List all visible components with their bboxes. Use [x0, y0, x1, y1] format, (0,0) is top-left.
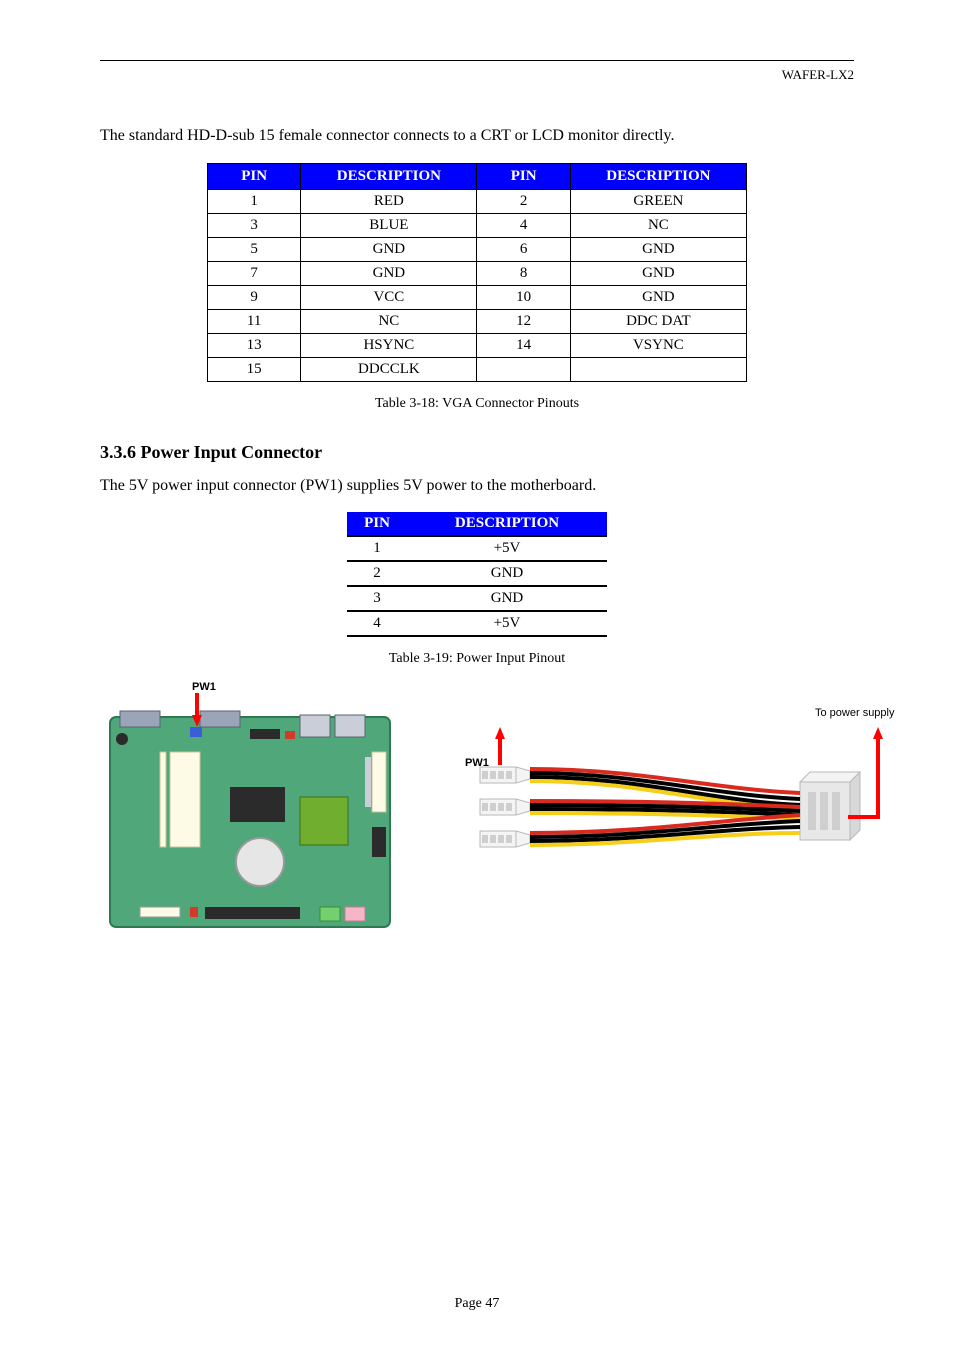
- pw-th-desc: DESCRIPTION: [407, 512, 607, 536]
- table-row: 15DDCCLK: [208, 357, 747, 381]
- header-model: WAFER-LX2: [100, 67, 854, 83]
- table-row: 7GND8GND: [208, 261, 747, 285]
- table-row: 4+5V: [347, 611, 607, 636]
- cable-right-arrow-head-icon: [873, 727, 883, 739]
- table-row: 1RED2GREEN: [208, 189, 747, 213]
- power-pinout-table: PIN DESCRIPTION 1+5V 2GND 3GND 4+5V: [347, 512, 607, 637]
- board-svg: [100, 697, 400, 937]
- cable-pw1-label: PW1: [465, 757, 489, 769]
- page-footer: Page 47: [0, 1296, 954, 1312]
- cable-right-arrow-v: [876, 739, 880, 819]
- board-arrow-head-icon: [192, 715, 202, 727]
- vga-tbody: 1RED2GREEN 3BLUE4NC 5GND6GND 7GND8GND 9V…: [208, 189, 747, 381]
- pw-th-pin: PIN: [347, 512, 407, 536]
- table-row: 13HSYNC14VSYNC: [208, 333, 747, 357]
- table-row: 1+5V: [347, 536, 607, 561]
- board-arrow-stem: [195, 693, 199, 717]
- figures-row: PW1: [100, 697, 854, 942]
- table-row: 3BLUE4NC: [208, 213, 747, 237]
- vga-th-pin2: PIN: [477, 163, 570, 189]
- header-rule: [100, 60, 854, 61]
- page: WAFER-LX2 The standard HD-D-sub 15 femal…: [0, 0, 954, 1352]
- board-figure: PW1: [100, 697, 400, 942]
- power-body: The 5V power input connector (PW1) suppl…: [100, 473, 854, 499]
- table-row: 11NC12DDC DAT: [208, 309, 747, 333]
- table-row: 5GND6GND: [208, 237, 747, 261]
- vga-th-desc1: DESCRIPTION: [301, 163, 477, 189]
- pw-tbody: 1+5V 2GND 3GND 4+5V: [347, 536, 607, 636]
- power-table-caption: Table 3-19: Power Input Pinout: [100, 651, 854, 667]
- vga-table-caption: Table 3-18: VGA Connector Pinouts: [100, 396, 854, 412]
- vga-pinout-table: PIN DESCRIPTION PIN DESCRIPTION 1RED2GRE…: [207, 163, 747, 382]
- cable-up-arrow-stem: [498, 739, 502, 765]
- cable-right-arrow-h: [848, 815, 880, 819]
- board-pw1-label: PW1: [192, 681, 216, 693]
- cable-svg: [460, 697, 900, 877]
- table-row: 3GND: [347, 586, 607, 611]
- table-row: 9VCC10GND: [208, 285, 747, 309]
- power-section-title: 3.3.6 Power Input Connector: [100, 442, 854, 463]
- vga-body: The standard HD-D-sub 15 female connecto…: [100, 123, 854, 149]
- cable-figure: PW1 To power supply: [460, 697, 900, 882]
- vga-th-pin1: PIN: [208, 163, 301, 189]
- cable-psu-label: To power supply: [815, 707, 895, 719]
- table-row: 2GND: [347, 561, 607, 586]
- cable-up-arrow-head-icon: [495, 727, 505, 739]
- vga-th-desc2: DESCRIPTION: [570, 163, 746, 189]
